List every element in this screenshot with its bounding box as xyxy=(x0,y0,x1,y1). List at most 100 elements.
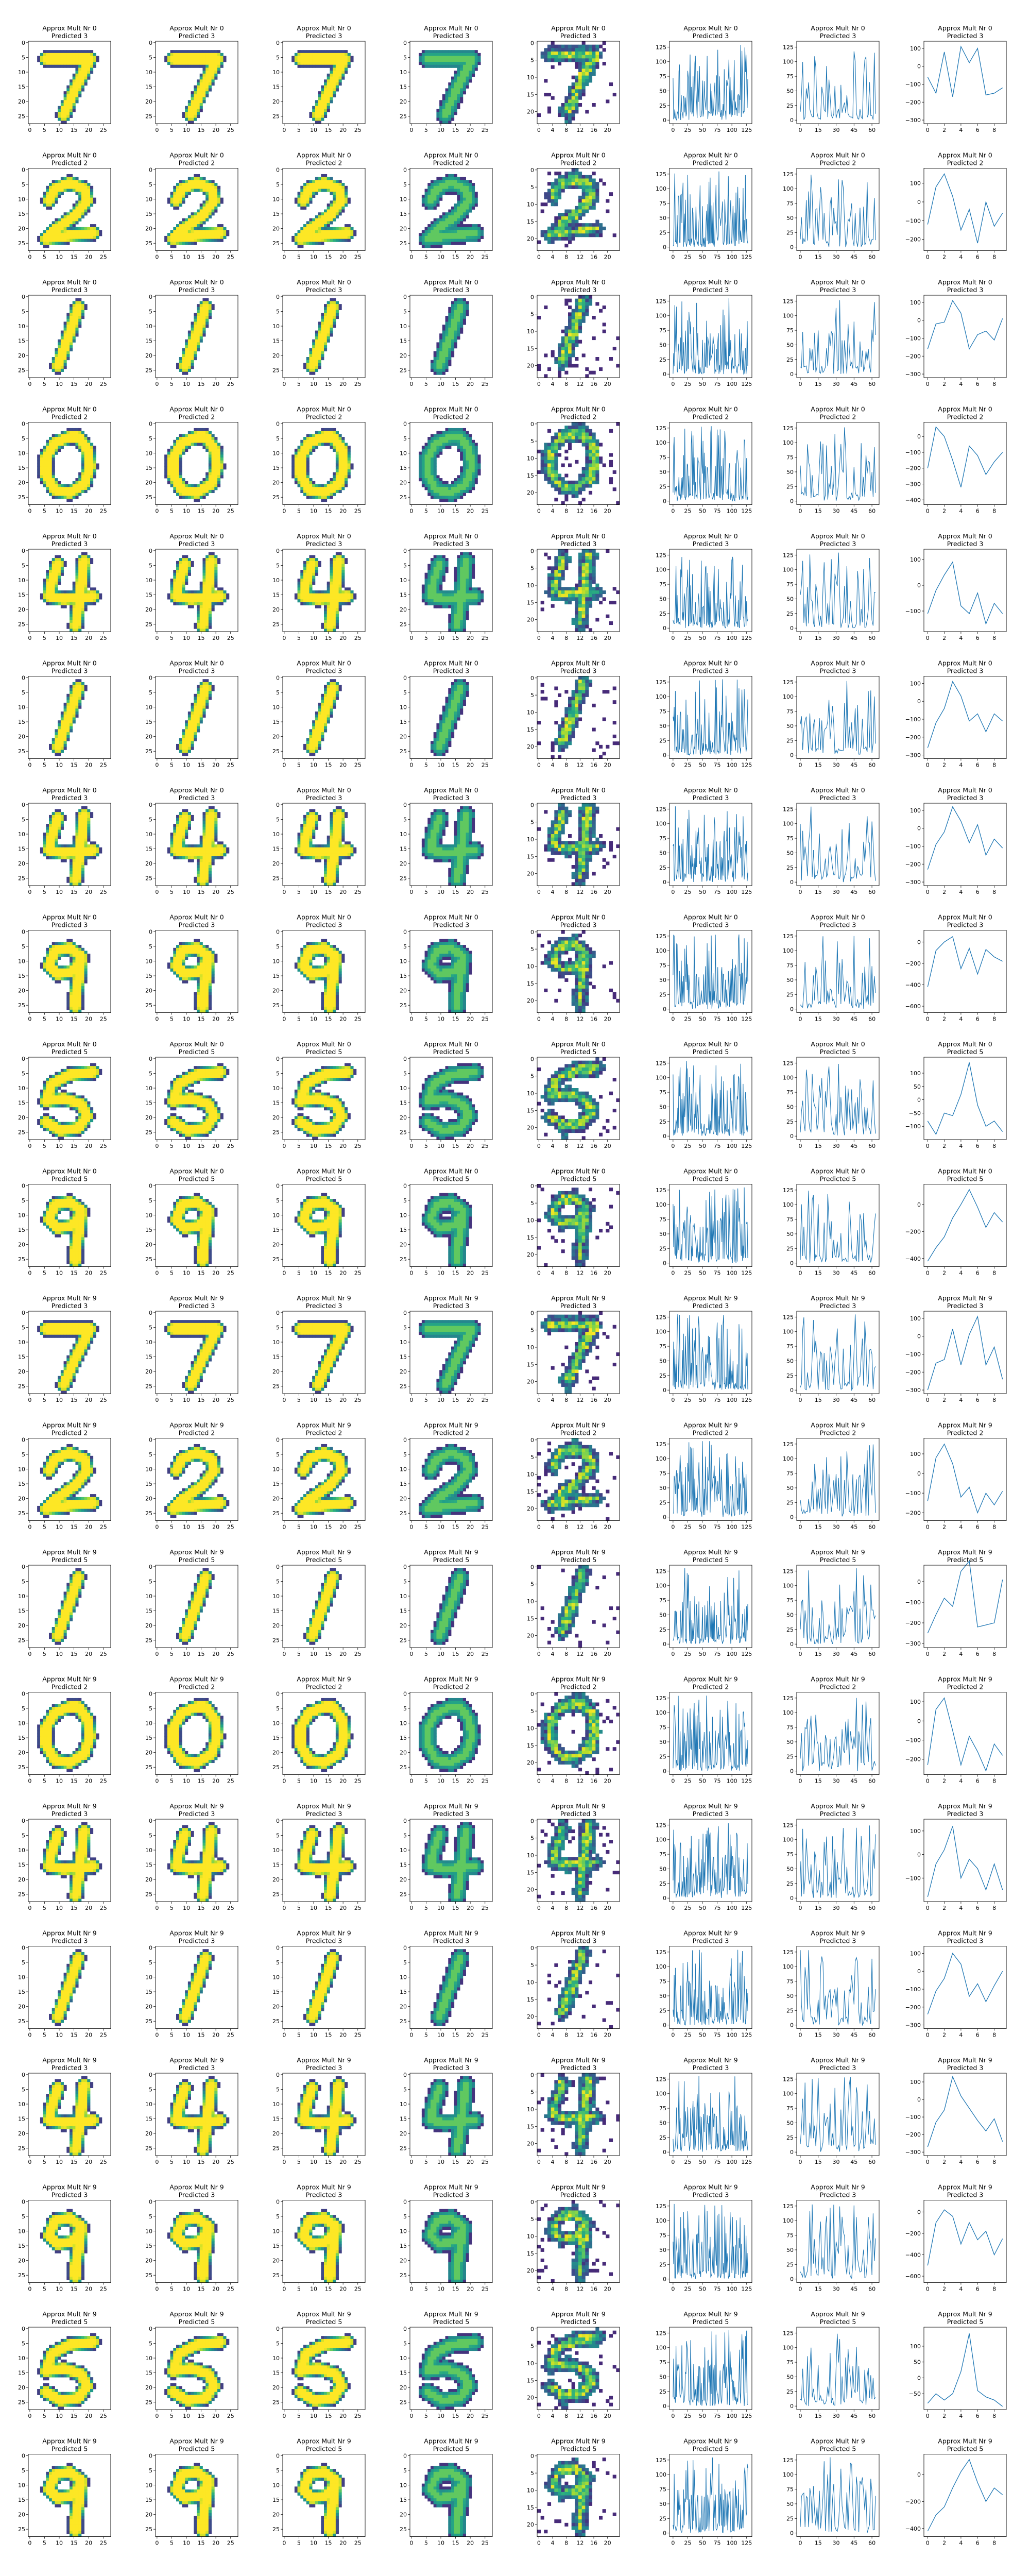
heatmap-cell xyxy=(70,100,73,103)
heatmap-cell xyxy=(200,86,203,89)
heatmap-cell xyxy=(214,210,217,213)
heatmap-cell xyxy=(176,239,179,242)
y-tick-label: 25 xyxy=(272,113,280,120)
heatmap-cell xyxy=(306,186,310,189)
heatmap-cell xyxy=(336,74,339,77)
heatmap-cell xyxy=(191,236,194,239)
heatmap-cell xyxy=(436,195,439,198)
heatmap-cell xyxy=(439,186,442,189)
heatmap-cell xyxy=(327,239,330,242)
heatmap-cell xyxy=(315,62,318,65)
heatmap-cell xyxy=(336,195,339,198)
heatmap-cell xyxy=(445,189,449,192)
heatmap-cell xyxy=(46,242,49,245)
heatmap-cell xyxy=(93,239,96,242)
heatmap-cell xyxy=(575,99,578,103)
heatmap-cell xyxy=(217,65,220,68)
heatmap-cell xyxy=(61,121,64,124)
heatmap-cell xyxy=(472,67,475,71)
heatmap-cell xyxy=(81,212,84,215)
heatmap-cell xyxy=(55,56,58,59)
heatmap-cell xyxy=(182,50,185,53)
heatmap-cell xyxy=(176,198,179,201)
heatmap-cell xyxy=(188,50,191,53)
heatmap-cell xyxy=(61,180,64,183)
heatmap-cell xyxy=(176,227,179,230)
heatmap-cell xyxy=(592,55,596,59)
heatmap-cell xyxy=(333,227,336,230)
heatmap-cell xyxy=(439,189,442,192)
heatmap-cell xyxy=(303,192,306,195)
heatmap-cell xyxy=(194,109,197,112)
heatmap-cell xyxy=(341,65,345,68)
heatmap-cell xyxy=(70,218,73,222)
heatmap-cell xyxy=(303,62,306,65)
heatmap-cell xyxy=(578,69,582,72)
x-tick-label: 25 xyxy=(354,127,362,133)
x-tick-label: 5 xyxy=(43,127,46,133)
heatmap-cell xyxy=(90,224,93,227)
heatmap-cell xyxy=(451,82,454,86)
heatmap-cell xyxy=(318,218,321,222)
heatmap-cell xyxy=(309,56,312,59)
heatmap-cell xyxy=(58,227,61,230)
heatmap-cell xyxy=(179,204,182,207)
heatmap-cell xyxy=(460,189,463,192)
heatmap-cell xyxy=(49,183,52,186)
heatmap-cell xyxy=(451,212,454,215)
heatmap-cell xyxy=(87,74,90,77)
heatmap-cell xyxy=(202,82,205,86)
heatmap-cell xyxy=(350,230,353,233)
heatmap-cell xyxy=(544,58,547,62)
heatmap-cell xyxy=(295,236,298,239)
heatmap-cell xyxy=(90,236,93,239)
heatmap-cell xyxy=(212,74,215,77)
heatmap-cell xyxy=(306,62,310,65)
heatmap-cell xyxy=(457,189,460,192)
heatmap-cell xyxy=(592,103,596,107)
heatmap-cell xyxy=(191,103,194,106)
heatmap-cell xyxy=(448,97,451,100)
heatmap-cell xyxy=(303,65,306,68)
heatmap-cell xyxy=(188,224,191,227)
x-tick-label: 20 xyxy=(467,127,474,133)
heatmap-cell xyxy=(315,50,318,53)
heatmap-cell xyxy=(55,233,58,236)
heatmap-cell xyxy=(306,221,310,224)
heatmap-cell xyxy=(327,62,330,65)
heatmap-cell xyxy=(205,79,209,82)
heatmap-cell xyxy=(179,195,182,198)
y-tick-label: 125 xyxy=(656,44,666,50)
heatmap-cell xyxy=(339,236,342,239)
heatmap-cell xyxy=(70,236,73,239)
heatmap-cell xyxy=(202,227,205,230)
heatmap-cell xyxy=(330,82,333,86)
y-tick-label: 5 xyxy=(149,54,152,61)
x-tick-label: 4 xyxy=(959,127,963,133)
heatmap-cell xyxy=(345,200,348,204)
heatmap-cell xyxy=(84,65,88,68)
heatmap-cell xyxy=(52,183,55,186)
heatmap-cell xyxy=(43,245,46,248)
heatmap-cell xyxy=(185,236,188,239)
heatmap-cell xyxy=(191,109,194,112)
heatmap-cell xyxy=(300,195,303,198)
heatmap-cell xyxy=(544,79,547,82)
heatmap-cell xyxy=(214,239,217,242)
heatmap-cell xyxy=(315,186,318,189)
heatmap-cell xyxy=(309,198,312,201)
heatmap-cell xyxy=(457,186,460,189)
heatmap-cell xyxy=(321,177,324,180)
heatmap-cell xyxy=(75,86,78,89)
heatmap-cell xyxy=(541,52,544,55)
heatmap-cell xyxy=(454,100,457,103)
heatmap-cell xyxy=(176,200,179,204)
heatmap-cell xyxy=(298,62,301,65)
heatmap-cell xyxy=(460,195,463,198)
heatmap-cell xyxy=(572,99,575,103)
heatmap-cell xyxy=(442,118,445,121)
heatmap-cell xyxy=(75,77,78,80)
heatmap-cell xyxy=(309,112,312,115)
heatmap-cell xyxy=(330,210,333,213)
